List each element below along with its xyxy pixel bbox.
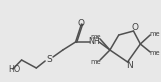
Text: me: me xyxy=(90,59,100,65)
Text: S: S xyxy=(46,55,52,63)
Text: me: me xyxy=(150,31,160,37)
Text: NH: NH xyxy=(88,36,100,46)
Text: me: me xyxy=(90,34,100,40)
Text: O: O xyxy=(78,19,85,27)
Text: O: O xyxy=(132,24,139,32)
Text: N: N xyxy=(126,61,133,70)
Text: HO: HO xyxy=(8,66,20,75)
Text: me: me xyxy=(150,50,160,56)
